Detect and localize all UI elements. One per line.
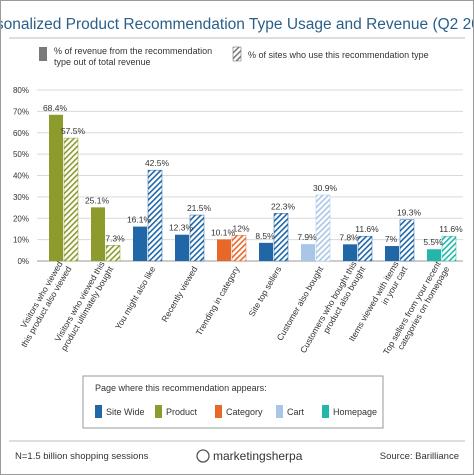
data-label-revenue: 5.5% xyxy=(423,237,443,247)
group-legend-title: Page where this recommendation appears: xyxy=(95,383,267,393)
series-legend: % of revenue from the recommendation typ… xyxy=(39,46,429,67)
category-label: You might also like xyxy=(113,264,157,331)
category-label: Trending in category xyxy=(194,264,242,337)
y-tick-label: 50% xyxy=(13,150,29,159)
footer-source: Source: Barilliance xyxy=(380,451,459,462)
bar-revenue xyxy=(343,244,357,261)
footer-sample-size: N=1.5 billion shopping sessions xyxy=(15,451,149,462)
brand-name: marketingsherpa xyxy=(213,449,303,463)
category-label-line: You might also like xyxy=(113,264,157,331)
group-swatch xyxy=(155,405,162,418)
bar-revenue xyxy=(175,234,189,261)
y-tick-label: 20% xyxy=(13,214,29,223)
bar-revenue xyxy=(385,246,399,261)
group-label: Category xyxy=(226,407,263,417)
bar-revenue xyxy=(217,239,231,261)
y-tick-label: 0% xyxy=(17,257,29,266)
data-label-revenue: 12.3% xyxy=(169,223,194,233)
legend-hatched-label: % of sites who use this recommendation t… xyxy=(248,50,429,60)
group-label: Homepage xyxy=(333,407,377,417)
data-label-revenue: 7% xyxy=(385,234,398,244)
y-tick-label: 70% xyxy=(13,107,29,116)
category-label: Site top sellers xyxy=(246,265,283,319)
bar-sites xyxy=(273,213,289,262)
group-label: Product xyxy=(166,407,198,417)
y-axis-ticks: 0% 10% 20% 30% 40% 50% 60% 70% 80% xyxy=(13,86,29,266)
y-tick-label: 10% xyxy=(13,236,29,245)
bar-revenue xyxy=(49,114,63,261)
data-label-sites: 22.3% xyxy=(271,201,296,211)
group-swatch xyxy=(215,405,222,418)
legend-solid-label-line2: type out of total revenue xyxy=(54,57,151,67)
chart-title: Personalized Product Recommendation Type… xyxy=(1,16,473,33)
group-label: Cart xyxy=(287,407,305,417)
data-label-revenue: 8.5% xyxy=(255,231,275,241)
bar-sites xyxy=(315,194,331,262)
group-legend-box xyxy=(82,375,384,429)
bar-sites xyxy=(147,169,163,262)
data-label-sites: 42.5% xyxy=(145,158,170,168)
bar-revenue xyxy=(133,226,147,261)
bar-revenue xyxy=(91,207,105,261)
category-label-line: Site top sellers xyxy=(246,265,283,319)
bar-revenue xyxy=(301,244,315,261)
group-swatch xyxy=(322,405,329,418)
data-label-revenue: 25.1% xyxy=(85,195,110,205)
bar-sites xyxy=(105,245,121,262)
group-label: Site Wide xyxy=(106,407,145,417)
bar-revenue xyxy=(427,249,441,261)
bar-sites xyxy=(63,137,79,262)
bar-sites xyxy=(357,235,373,262)
bar-sites xyxy=(231,235,247,262)
y-tick-label: 80% xyxy=(13,86,29,95)
data-label-revenue: 7.9% xyxy=(297,232,317,242)
group-swatch xyxy=(95,405,102,418)
category-label: Recently viewed xyxy=(159,264,199,323)
y-tick-label: 40% xyxy=(13,172,29,181)
data-label-sites: 7.3% xyxy=(105,233,125,243)
category-label-line: Trending in category xyxy=(194,264,242,337)
legend-solid-swatch xyxy=(39,47,47,61)
data-label-revenue: 10.1% xyxy=(211,227,236,237)
group-swatch xyxy=(276,405,283,418)
data-label-revenue: 7.8% xyxy=(339,232,359,242)
data-label-sites: 11.6% xyxy=(439,224,463,234)
y-tick-label: 60% xyxy=(13,129,29,138)
brand-logo: marketingsherpa xyxy=(196,449,303,463)
group-legend: Page where this recommendation appears: … xyxy=(82,375,384,429)
data-label-sites: 57.5% xyxy=(61,126,86,136)
bar-revenue xyxy=(259,242,273,261)
bar-sites xyxy=(399,219,415,262)
data-label-sites: 12% xyxy=(232,223,249,233)
data-label-revenue: 16.1% xyxy=(127,215,152,225)
bar-sites xyxy=(441,235,457,262)
data-label-sites: 21.5% xyxy=(187,203,212,213)
brand-mark-icon xyxy=(196,449,210,463)
category-label-line: Recently viewed xyxy=(159,264,199,323)
y-tick-label: 30% xyxy=(13,193,29,202)
data-label-sites: 19.3% xyxy=(397,208,422,218)
data-label-revenue: 68.4% xyxy=(43,103,68,113)
data-label-sites: 30.9% xyxy=(313,183,338,193)
data-labels: 68.4% 57.5% 25.1% 7.3%16.1% 42.5% 12.3% 21.5% 1… xyxy=(43,103,463,247)
legend-hatched-swatch xyxy=(232,46,242,62)
bar-sites xyxy=(189,214,205,262)
bars xyxy=(49,114,457,262)
data-label-sites: 11.6% xyxy=(355,224,379,234)
legend-solid-label-line1: % of revenue from the recommendation xyxy=(54,46,212,56)
